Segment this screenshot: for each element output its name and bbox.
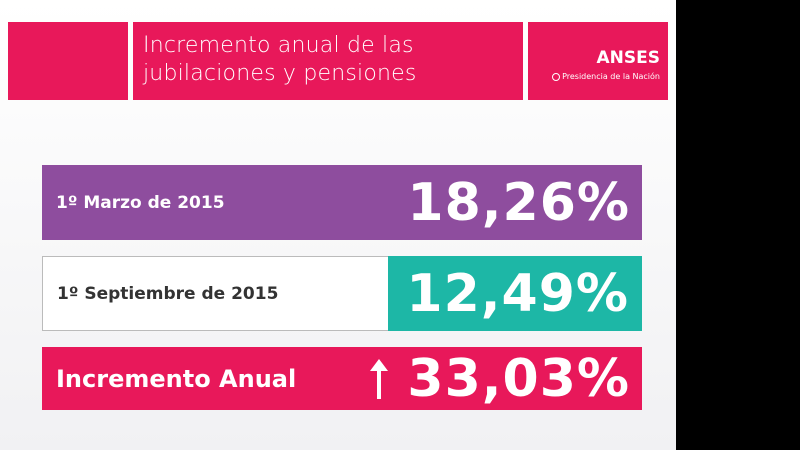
row-label: 1º Marzo de 2015 [56,192,225,213]
header-title-block: Incremento anual de las jubilaciones y p… [133,22,523,100]
header-block-left [8,22,128,100]
row-value: 18,26% [407,172,630,233]
row-march: 1º Marzo de 2015 18,26% [42,165,642,240]
title-line-2: jubilaciones y pensiones [143,61,417,86]
row-label: 1º Septiembre de 2015 [57,283,279,304]
logo-brand: ANSES [596,48,660,68]
logo-block: ANSES Presidencia de la Nación [528,22,668,100]
anses-logo: ANSES Presidencia de la Nación [552,48,660,81]
logo-subtitle: Presidencia de la Nación [562,72,660,81]
row-value: 33,03% [407,348,630,409]
page-title: Incremento anual de las jubilaciones y p… [143,32,417,88]
infographic: Incremento anual de las jubilaciones y p… [0,0,676,450]
title-line-1: Incremento anual de las [143,33,414,58]
row-annual: Incremento Anual 33,03% [42,347,642,410]
row-value: 12,49% [406,263,629,324]
row-label: Incremento Anual [56,364,297,393]
value-box [388,256,642,331]
arrow-up-icon [370,359,388,399]
row-september: 1º Septiembre de 2015 12,49% [42,256,642,331]
seal-icon [552,72,561,81]
